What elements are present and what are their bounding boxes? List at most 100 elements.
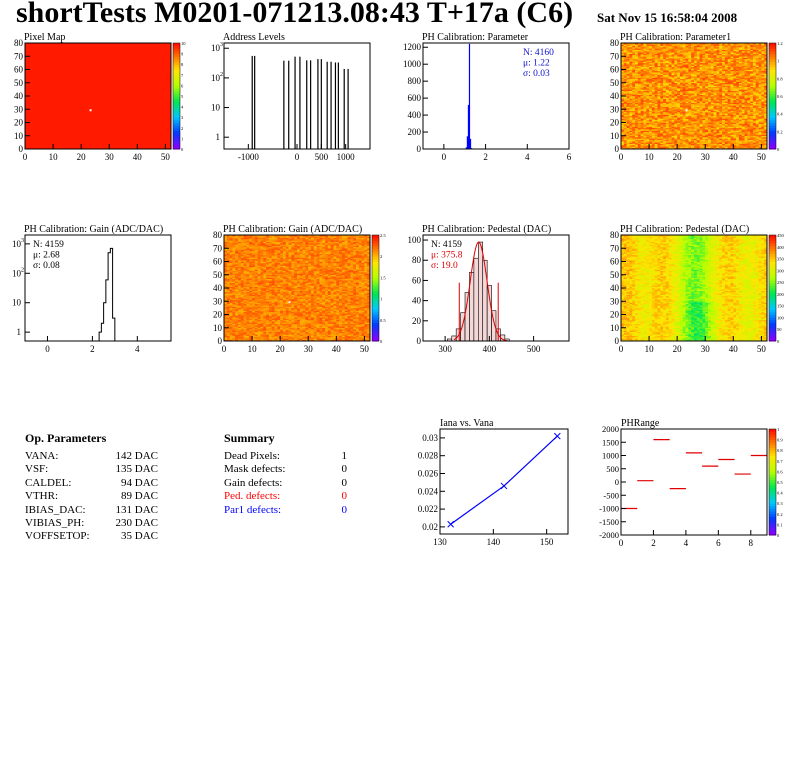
heatmap-cell — [699, 70, 703, 73]
heatmap-cell — [758, 96, 762, 98]
heatmap-cell — [702, 85, 706, 88]
heatmap-cell — [621, 133, 625, 135]
heatmap-cell — [705, 133, 709, 135]
heatmap-cell — [696, 88, 700, 90]
heatmap-cell — [663, 62, 667, 65]
heatmap-cell — [688, 53, 692, 56]
heatmap-cell — [702, 119, 706, 122]
heatmap-cell — [724, 52, 728, 54]
heatmap-cell — [677, 52, 681, 54]
heatmap-cell — [719, 122, 723, 125]
heatmap-cell — [623, 76, 627, 78]
heatmap-cell — [640, 115, 644, 118]
heatmap-cell — [730, 101, 734, 103]
heatmap-cell — [696, 115, 700, 118]
heatmap-cell — [716, 110, 720, 113]
heatmap-cell — [730, 80, 734, 82]
heatmap-cell — [637, 56, 641, 58]
heatmap-cell — [764, 97, 768, 99]
heatmap-cell — [643, 66, 647, 69]
heatmap-cell — [758, 107, 762, 110]
heatmap-cell — [663, 68, 667, 70]
heatmap-cell — [635, 114, 639, 117]
heatmap-cell — [758, 89, 762, 91]
heatmap-cell — [646, 111, 650, 114]
heatmap-cell — [663, 130, 667, 133]
heatmap-cell — [677, 93, 681, 95]
heatmap-cell — [679, 64, 684, 66]
heatmap-cell — [705, 76, 709, 78]
heatmap-cell — [752, 69, 757, 72]
heatmap-cell — [621, 119, 625, 122]
heatmap-cell — [733, 85, 737, 88]
heatmap-cell — [733, 88, 737, 90]
heatmap-cell — [643, 86, 647, 89]
heatmap-cell — [685, 70, 689, 73]
heatmap-cell — [646, 64, 650, 66]
heatmap-cell — [694, 89, 698, 91]
heatmap-cell — [623, 123, 627, 126]
heatmap-cell — [699, 61, 703, 64]
heatmap-cell — [747, 77, 751, 80]
heatmap-cell — [736, 89, 740, 91]
heatmap-cell — [696, 61, 700, 64]
heatmap-cell — [682, 130, 686, 133]
heatmap-cell — [691, 94, 695, 97]
heatmap-cell — [747, 82, 751, 85]
heatmap-cell — [657, 50, 661, 53]
heatmap-cell — [679, 50, 684, 53]
heatmap-cell — [665, 146, 670, 148]
heatmap-cell — [699, 102, 703, 105]
heatmap-cell — [668, 107, 672, 110]
heatmap-cell — [646, 106, 650, 109]
heatmap-cell — [750, 88, 754, 90]
heatmap-cell — [688, 58, 692, 61]
heatmap-cell — [741, 48, 745, 50]
heatmap-cell — [682, 70, 686, 73]
heatmap-cell — [696, 58, 700, 61]
heatmap-cell — [708, 146, 712, 148]
heatmap-cell — [635, 92, 639, 94]
heatmap-cell — [705, 57, 709, 60]
heatmap-cell — [699, 52, 703, 54]
heatmap-cell — [716, 123, 720, 126]
heatmap-cell — [651, 127, 655, 130]
heatmap-cell — [668, 88, 672, 90]
heatmap-cell — [632, 70, 636, 73]
heatmap-cell — [671, 92, 675, 94]
heatmap-cell — [716, 97, 720, 99]
heatmap-cell — [691, 117, 695, 119]
heatmap-cell — [755, 111, 759, 114]
heatmap-cell — [663, 147, 667, 150]
heatmap-cell — [733, 93, 737, 95]
heatmap-cell — [736, 92, 740, 94]
heatmap-cell — [699, 73, 703, 76]
heatmap-cell — [747, 109, 751, 111]
heatmap-cell — [738, 125, 743, 127]
heatmap-cell — [741, 113, 745, 115]
heatmap-cell — [632, 130, 636, 133]
heatmap-cell — [679, 131, 684, 134]
heatmap-cell — [719, 141, 723, 143]
heatmap-cell — [646, 70, 650, 73]
heatmap-cell — [649, 114, 653, 117]
heatmap-cell — [744, 93, 748, 95]
heatmap-cell — [733, 44, 737, 46]
heatmap-cell — [646, 121, 650, 123]
heatmap-cell — [671, 109, 675, 111]
heatmap-cell — [685, 134, 689, 137]
heatmap-cell — [626, 45, 630, 48]
heatmap-cell — [691, 141, 695, 143]
heatmap-cell — [674, 58, 678, 61]
heatmap-cell — [688, 76, 692, 78]
heatmap-cell — [724, 115, 728, 118]
heatmap-cell — [643, 102, 647, 105]
heatmap-cell — [674, 119, 678, 122]
heatmap-cell — [629, 93, 633, 95]
heatmap-cell — [713, 141, 717, 143]
heatmap-cell — [646, 123, 650, 126]
heatmap-cell — [626, 49, 630, 52]
heatmap-cell — [758, 58, 762, 61]
heatmap-cell — [677, 60, 681, 62]
heatmap-cell — [691, 82, 695, 85]
